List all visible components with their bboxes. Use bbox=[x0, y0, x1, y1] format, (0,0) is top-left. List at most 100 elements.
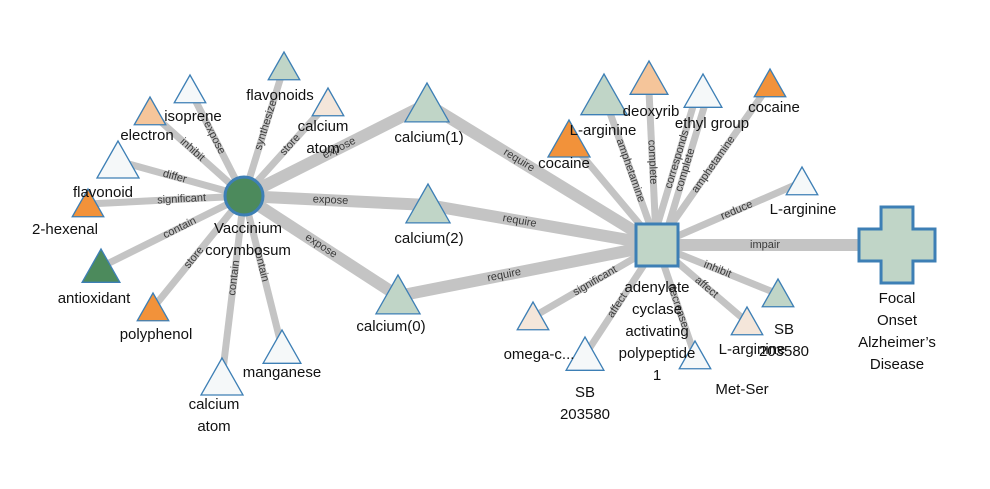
node-cocaine-mid-label-line: cocaine bbox=[538, 155, 590, 172]
node-l-arginine-bottom-label: L-arginine bbox=[719, 341, 786, 358]
node-calcium-atom-bottom-label: calcium atom bbox=[189, 396, 240, 435]
node-calcium-atom-top-shape[interactable] bbox=[311, 86, 345, 117]
edge-label-inhibit: inhibit bbox=[702, 259, 733, 281]
node-calcium-0-shape[interactable] bbox=[374, 273, 422, 315]
edge-vaccinium-calcium1 bbox=[241, 98, 430, 202]
node-calcium-1-shape[interactable] bbox=[403, 81, 451, 123]
node-met-ser-label: Met-Ser bbox=[715, 381, 768, 398]
node-isoprene-label-line: isoprene bbox=[164, 108, 222, 125]
node-deoxyrib-shape[interactable] bbox=[628, 59, 670, 95]
node-sb-203580-right-shape[interactable] bbox=[761, 277, 795, 308]
node-labels-layer: Vaccinium corymbosum adenylate cyclase activ… bbox=[32, 87, 936, 435]
node-cocaine-mid-label: cocaine bbox=[538, 155, 590, 172]
edge-vaccinium-calcium0 bbox=[240, 190, 402, 302]
edge-lines-layer bbox=[87, 65, 897, 379]
node-l-arginine-top-label: L-arginine bbox=[570, 122, 637, 139]
node-ethyl-group-label: ethyl group bbox=[675, 115, 749, 132]
edge-calcium2-adenylate bbox=[426, 199, 659, 251]
node-l-arginine-right-shape[interactable] bbox=[785, 165, 819, 196]
node-omega-c-shape[interactable] bbox=[516, 300, 550, 331]
node-calcium-atom-top-label-line: atom bbox=[306, 140, 339, 157]
node-polyphenol-label: polyphenol bbox=[120, 326, 193, 343]
node-l-arginine-right-label: L-arginine bbox=[770, 201, 837, 218]
node-sb-203580-bottom-shape[interactable] bbox=[564, 335, 606, 371]
node-vaccinium-corymbosum-shape[interactable] bbox=[223, 175, 265, 217]
node-polyphenol-label-line: polyphenol bbox=[120, 326, 193, 343]
edge-label-contain: contain bbox=[161, 215, 198, 242]
edge-adenylate-ethyl bbox=[648, 89, 702, 245]
node-manganese-label: manganese bbox=[243, 364, 321, 381]
node-adenylate-cyclase-activating-polypeptide-1-shape[interactable] bbox=[634, 222, 680, 268]
node-focal-onset-alzheimers-disease-label-line: Onset bbox=[877, 312, 918, 329]
edge-vaccinium-flavonoid bbox=[117, 157, 245, 200]
node-flavonoid-label-line: flavonoid bbox=[73, 184, 133, 201]
node-cocaine-top-label-line: cocaine bbox=[748, 99, 800, 116]
node-l-arginine-bottom-shape[interactable] bbox=[730, 305, 764, 336]
node-focal-onset-alzheimers-disease-label: Focal Onset Alzheimer’s Disease bbox=[858, 290, 936, 373]
node-l-arginine-top-shape[interactable] bbox=[579, 72, 629, 116]
node-sb-203580-bottom-label-line: 203580 bbox=[560, 406, 610, 423]
node-adenylate-cyclase-activating-polypeptide-1-label-line: polypeptide bbox=[619, 345, 696, 362]
node-calcium-0-label-line: calcium(0) bbox=[356, 318, 425, 335]
node-flavonoids-label: flavonoids bbox=[246, 87, 314, 104]
node-vaccinium-corymbosum-label: Vaccinium corymbosum bbox=[205, 220, 291, 259]
edge-label-contain: contain bbox=[226, 260, 242, 297]
node-met-ser-shape[interactable] bbox=[678, 339, 712, 370]
node-sb-203580-bottom-label-line: SB bbox=[575, 384, 595, 401]
edge-label-reduce: reduce bbox=[719, 198, 755, 222]
node-cocaine-mid-shape[interactable] bbox=[546, 118, 592, 158]
node-2-hexenal-shape[interactable] bbox=[71, 187, 105, 218]
node-isoprene-shape[interactable] bbox=[173, 73, 207, 104]
edge-label-differ: differ bbox=[161, 168, 188, 186]
node-electron-label-line: electron bbox=[120, 127, 173, 144]
node-vaccinium-corymbosum-label-line: corymbosum bbox=[205, 242, 291, 259]
node-deoxyrib-label-line: deoxyrib bbox=[623, 103, 680, 120]
edge-label-significant: significant bbox=[157, 192, 206, 206]
node-sb-203580-bottom-label: SB 203580 bbox=[560, 384, 610, 423]
node-antioxidant-shape[interactable] bbox=[80, 247, 122, 283]
node-calcium-2-label: calcium(2) bbox=[394, 230, 463, 247]
node-focal-onset-alzheimers-disease-label-line: Disease bbox=[870, 356, 924, 373]
node-l-arginine-top-label-line: L-arginine bbox=[570, 122, 637, 139]
node-ethyl-group-label-line: ethyl group bbox=[675, 115, 749, 132]
node-cocaine-top-label: cocaine bbox=[748, 99, 800, 116]
node-ethyl-group-shape[interactable] bbox=[682, 72, 724, 108]
node-focal-onset-alzheimers-disease-shape[interactable] bbox=[857, 205, 937, 285]
node-calcium-atom-bottom-shape[interactable] bbox=[199, 356, 245, 396]
edge-vaccinium-antioxidant bbox=[99, 192, 246, 271]
edge-calcium0-adenylate bbox=[396, 239, 659, 302]
node-flavonoid-shape[interactable] bbox=[95, 139, 141, 179]
edge-adenylate-larginine_right bbox=[655, 178, 804, 249]
edge-adenylate-cocaine_top bbox=[654, 81, 773, 248]
node-isoprene-label: isoprene bbox=[164, 108, 222, 125]
node-calcium-atom-bottom-label-line: calcium bbox=[189, 396, 240, 413]
node-focal-onset-alzheimers-disease-label-line: Focal bbox=[879, 290, 916, 307]
edge-label-require: require bbox=[502, 212, 538, 230]
node-flavonoids-label-line: flavonoids bbox=[246, 87, 314, 104]
node-adenylate-cyclase-activating-polypeptide-1-label-line: activating bbox=[625, 323, 688, 340]
edge-vaccinium-calcium2 bbox=[243, 190, 429, 211]
node-sb-203580-right-label: SB 203580 bbox=[759, 321, 809, 360]
node-omega-c-label: omega-c... bbox=[504, 346, 575, 363]
nodes-layer bbox=[71, 50, 937, 396]
edge-vaccinium-calcium_atom_bottom bbox=[218, 195, 248, 379]
node-flavonoids-shape[interactable] bbox=[267, 50, 301, 81]
node-calcium-atom-top-label: calcium atom bbox=[298, 118, 349, 157]
node-omega-c-label-line: omega-c... bbox=[504, 346, 575, 363]
node-manganese-label-line: manganese bbox=[243, 364, 321, 381]
edge-label-require: require bbox=[501, 146, 536, 174]
node-manganese-shape[interactable] bbox=[261, 328, 303, 364]
node-calcium-1-label: calcium(1) bbox=[394, 129, 463, 146]
node-calcium-0-label: calcium(0) bbox=[356, 318, 425, 335]
node-2-hexenal-label: 2-hexenal bbox=[32, 221, 98, 238]
node-cocaine-top-shape[interactable] bbox=[753, 67, 787, 98]
node-adenylate-cyclase-activating-polypeptide-1-label-line: cyclase bbox=[632, 301, 682, 318]
node-calcium-2-shape[interactable] bbox=[404, 182, 452, 224]
node-vaccinium-corymbosum-label-line: Vaccinium bbox=[214, 220, 282, 237]
edge-adenylate-deoxyrib bbox=[644, 78, 660, 246]
node-antioxidant-label: antioxidant bbox=[58, 290, 131, 307]
node-polyphenol-shape[interactable] bbox=[136, 291, 170, 322]
node-electron-shape[interactable] bbox=[133, 95, 167, 126]
edge-label-synthesize: synthesize bbox=[253, 98, 280, 151]
